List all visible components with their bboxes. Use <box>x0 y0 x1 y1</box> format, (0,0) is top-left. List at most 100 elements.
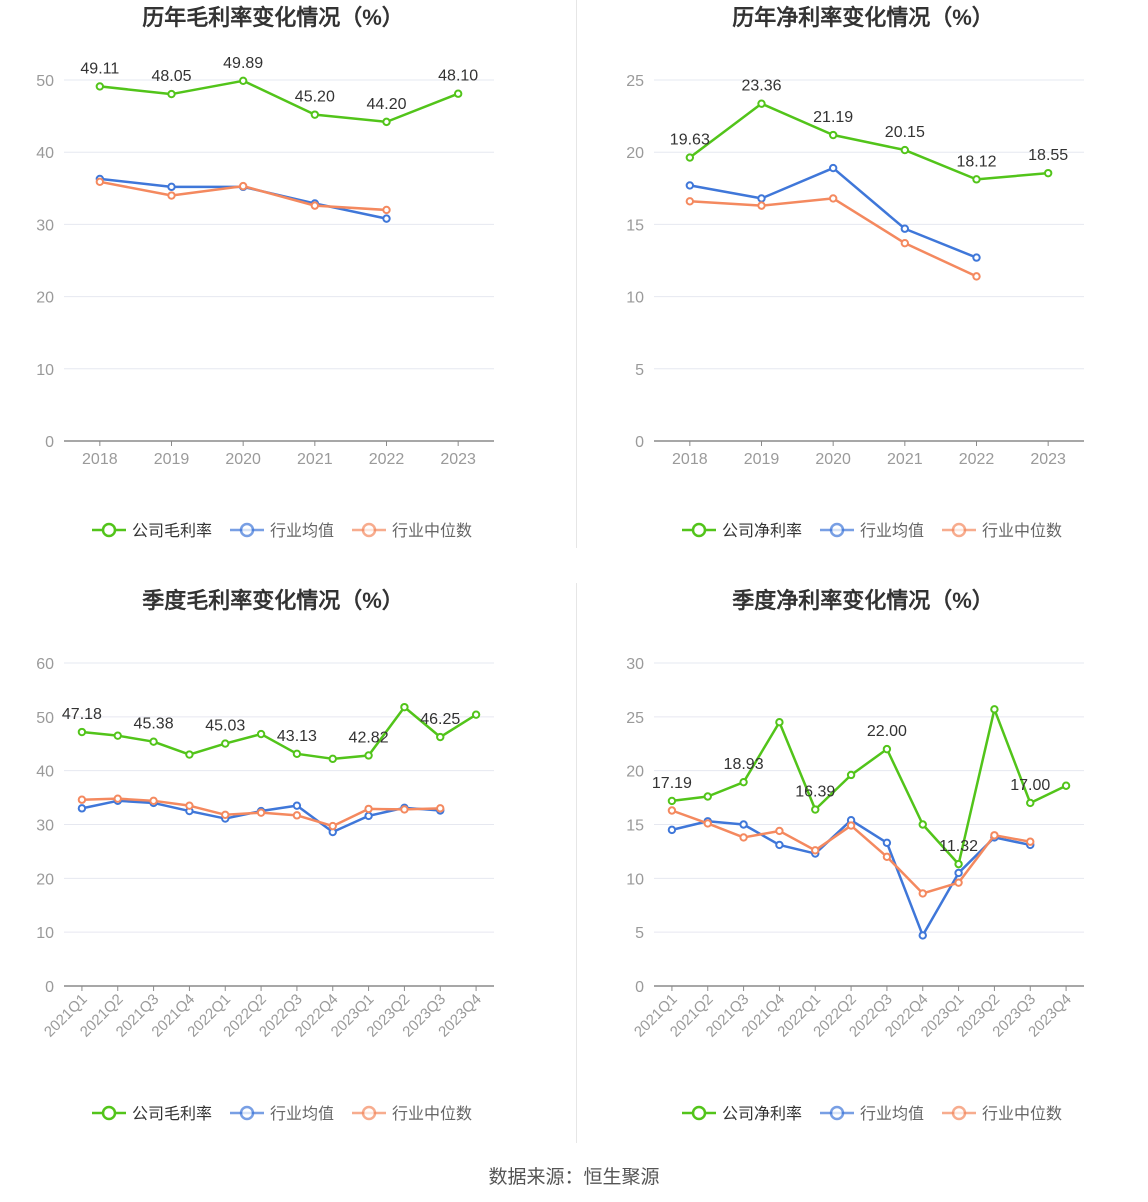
data-point <box>364 811 373 821</box>
data-point <box>703 819 712 828</box>
y-tick-label: 0 <box>45 434 54 451</box>
y-tick-label: 5 <box>635 925 644 942</box>
data-point <box>685 197 695 206</box>
data-label: 48.10 <box>438 68 478 85</box>
data-point <box>685 153 695 162</box>
data-point <box>828 130 838 140</box>
x-tick-label: 2018 <box>82 451 118 468</box>
y-tick-label: 25 <box>626 710 644 727</box>
data-point <box>900 145 910 155</box>
legend-marker <box>239 1105 255 1121</box>
legend: 公司净利率 行业均值 行业中位数 <box>682 1105 1062 1123</box>
data-label: 49.89 <box>223 55 263 72</box>
legend-marker <box>691 1105 707 1121</box>
data-point <box>436 732 445 742</box>
x-tick-label: 2022 <box>959 451 995 468</box>
data-point <box>811 846 820 855</box>
legend-label: 行业中位数 <box>392 1105 472 1123</box>
data-label: 17.00 <box>1010 777 1050 794</box>
chart-title: 历年净利率变化情况（%） <box>732 5 994 30</box>
y-tick-label: 5 <box>635 362 644 379</box>
column-divider-top <box>576 0 577 548</box>
data-point <box>95 177 105 187</box>
x-tick-label: 2019 <box>154 451 190 468</box>
data-point <box>95 82 105 91</box>
data-point <box>292 801 302 810</box>
data-point <box>882 852 892 861</box>
data-label: 18.93 <box>724 756 764 773</box>
column-divider-bottom <box>576 583 577 1143</box>
data-label: 21.19 <box>813 109 853 126</box>
data-point <box>757 99 766 108</box>
data-label: 17.19 <box>652 775 692 792</box>
data-point <box>667 796 677 806</box>
data-point <box>113 731 122 740</box>
x-tick-label: 2023 <box>440 451 476 468</box>
data-point <box>739 820 748 829</box>
data-label: 42.82 <box>349 729 389 746</box>
y-tick-label: 30 <box>36 217 54 234</box>
data-point <box>167 89 176 99</box>
data-label: 49.11 <box>80 60 119 77</box>
data-label: 47.18 <box>62 706 102 723</box>
y-tick-label: 0 <box>635 434 644 451</box>
data-point <box>382 205 391 215</box>
chart-4: 季度净利率变化情况（%）0510152025302021Q12021Q22021… <box>626 588 1084 1123</box>
data-point <box>739 833 748 842</box>
legend-label: 行业中位数 <box>982 1105 1062 1123</box>
legend-marker <box>951 522 967 538</box>
legend-marker <box>101 1105 117 1121</box>
chart-2: 历年净利率变化情况（%） 0 5 10 15 20 25 2018 2019 2020 2021 20… <box>626 5 1084 540</box>
data-point <box>77 795 87 804</box>
data-point <box>310 110 320 119</box>
y-tick-label: 0 <box>45 979 54 996</box>
legend-label: 行业均值 <box>270 1105 334 1123</box>
legend-marker <box>101 522 117 538</box>
data-point <box>77 804 87 813</box>
data-point <box>972 253 981 262</box>
data-point <box>918 820 927 829</box>
x-tick-label: 2020 <box>225 451 261 468</box>
legend-label: 公司净利率 <box>722 1105 802 1123</box>
data-point <box>757 201 766 210</box>
data-point <box>400 702 409 712</box>
data-point <box>238 76 248 85</box>
y-tick-label: 20 <box>36 290 54 307</box>
chart-1: 历年毛利率变化情况（%） 0 10 20 30 40 50 2018 2019 2020 2021 2… <box>36 5 494 540</box>
data-point <box>382 214 391 223</box>
legend-marker <box>239 522 255 538</box>
data-point <box>1061 781 1071 790</box>
legend-marker <box>829 522 845 538</box>
data-label: 44.20 <box>366 96 406 113</box>
y-tick-label: 15 <box>626 818 644 835</box>
y-tick-label: 25 <box>626 73 644 90</box>
legend: 公司净利率 行业均值 行业中位数 <box>682 522 1062 540</box>
data-label: 18.55 <box>1028 147 1068 164</box>
series-line-0 <box>689 102 1049 181</box>
y-tick-label: 10 <box>626 290 644 307</box>
data-label: 23.36 <box>741 78 781 95</box>
legend-marker <box>829 1105 845 1121</box>
data-point <box>382 117 391 127</box>
data-point <box>256 808 266 817</box>
data-point <box>739 777 748 787</box>
series-line-0 <box>671 708 1067 866</box>
data-label: 22.00 <box>867 723 907 740</box>
x-tick-label: 2018 <box>672 451 708 468</box>
data-point <box>954 868 963 878</box>
data-point <box>292 749 302 759</box>
data-point <box>775 840 784 850</box>
y-tick-label: 20 <box>626 764 644 781</box>
y-tick-label: 0 <box>635 979 644 996</box>
series-line-0 <box>81 705 477 761</box>
data-point <box>364 751 373 760</box>
data-point <box>471 710 481 719</box>
data-point <box>453 89 463 98</box>
y-tick-label: 30 <box>36 818 54 835</box>
y-tick-label: 10 <box>36 362 54 379</box>
data-point <box>775 826 784 836</box>
x-tick-label: 2021 <box>887 451 923 468</box>
data-point <box>185 750 194 759</box>
data-point <box>292 811 302 820</box>
data-label: 20.15 <box>885 124 925 141</box>
